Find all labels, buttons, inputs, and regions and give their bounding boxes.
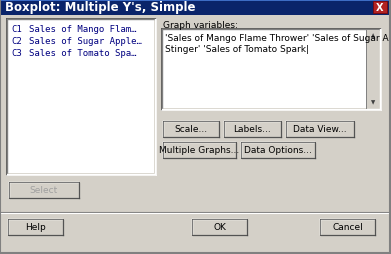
Bar [320, 219, 375, 235]
Bar [373, 2, 387, 14]
Bar [163, 121, 219, 137]
Text: Scale...: Scale... [174, 125, 208, 134]
Text: Data View...: Data View... [293, 125, 347, 134]
Bar [192, 219, 247, 235]
Text: Sales of Mango Flam…: Sales of Mango Flam… [29, 25, 136, 34]
Text: X: X [376, 3, 384, 13]
Bar [8, 219, 63, 235]
Bar [0, 0, 391, 2]
Text: C1: C1 [11, 25, 22, 34]
Text: ▲: ▲ [371, 33, 375, 38]
Bar [9, 182, 79, 198]
Text: Boxplot: Multiple Y's, Simple: Boxplot: Multiple Y's, Simple [5, 2, 196, 14]
Bar [367, 98, 379, 108]
Text: ▼: ▼ [371, 100, 375, 105]
Text: Data Options...: Data Options... [244, 146, 312, 155]
Bar [286, 121, 354, 137]
Bar [367, 31, 379, 42]
Text: Cancel: Cancel [332, 223, 363, 232]
Text: Stinger' 'Sales of Tomato Spark|: Stinger' 'Sales of Tomato Spark| [165, 45, 309, 54]
Bar [241, 142, 315, 158]
Text: C3: C3 [11, 49, 22, 58]
Text: C2: C2 [11, 37, 22, 46]
Bar [8, 21, 154, 173]
Bar [0, 0, 391, 16]
Text: Multiple Graphs...: Multiple Graphs... [160, 146, 240, 155]
Bar [224, 121, 281, 137]
Bar [163, 142, 236, 158]
Bar [366, 31, 379, 108]
Text: Graph variables:: Graph variables: [163, 21, 238, 30]
Text: Labels...: Labels... [234, 125, 271, 134]
Text: Sales of Sugar Apple…: Sales of Sugar Apple… [29, 37, 142, 46]
Text: 'Sales of Mango Flame Thrower' 'Sales of Sugar Apple: 'Sales of Mango Flame Thrower' 'Sales of… [165, 34, 391, 43]
Bar [163, 31, 379, 108]
Text: OK: OK [213, 223, 226, 232]
Text: Sales of Tomato Spa…: Sales of Tomato Spa… [29, 49, 136, 58]
Text: Help: Help [25, 223, 46, 232]
Text: Select: Select [30, 186, 58, 195]
